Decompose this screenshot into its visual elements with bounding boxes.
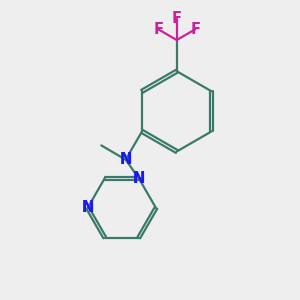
Text: N: N xyxy=(81,200,94,215)
Text: F: F xyxy=(172,11,182,26)
Text: F: F xyxy=(153,22,163,37)
Text: N: N xyxy=(119,152,132,167)
Text: N: N xyxy=(119,152,132,167)
Text: N: N xyxy=(133,171,145,186)
Text: F: F xyxy=(190,22,200,37)
Text: N: N xyxy=(81,200,94,215)
Text: N: N xyxy=(133,171,145,186)
